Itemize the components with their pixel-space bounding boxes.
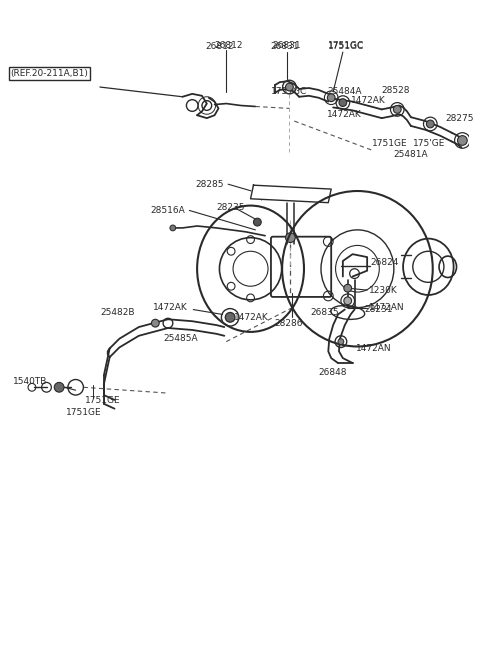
Text: 1751GE: 1751GE	[85, 396, 121, 405]
Text: 28516A: 28516A	[150, 206, 185, 215]
Text: 25482B: 25482B	[100, 308, 134, 317]
Text: 1472AK: 1472AK	[350, 96, 385, 105]
Text: 1751GE: 1751GE	[372, 139, 408, 148]
Circle shape	[286, 233, 295, 242]
Text: 26835: 26835	[311, 308, 339, 317]
Text: 1230K: 1230K	[369, 286, 398, 294]
Circle shape	[327, 94, 335, 102]
Text: 1751GC: 1751GC	[271, 87, 307, 97]
Text: 1472AN: 1472AN	[369, 303, 405, 312]
Text: 26824: 26824	[370, 258, 398, 267]
Text: (REF.20-211A,B1): (REF.20-211A,B1)	[11, 69, 88, 78]
Text: 26812: 26812	[205, 42, 233, 51]
Text: 25481A: 25481A	[394, 150, 428, 158]
Circle shape	[338, 339, 344, 344]
Text: 1472AN: 1472AN	[356, 344, 391, 353]
Text: 1751GE: 1751GE	[66, 408, 102, 417]
Text: 28285: 28285	[195, 180, 224, 189]
Circle shape	[170, 225, 176, 231]
Text: 28275: 28275	[445, 114, 473, 123]
Text: 25484A: 25484A	[327, 87, 362, 97]
Text: 26848: 26848	[319, 368, 347, 377]
Circle shape	[225, 313, 235, 322]
Circle shape	[344, 297, 352, 305]
Text: 26812: 26812	[215, 41, 243, 50]
Text: 1540TB: 1540TB	[12, 377, 47, 386]
Text: 25485A: 25485A	[163, 334, 198, 343]
Text: 26831: 26831	[270, 42, 299, 51]
Text: 28528: 28528	[382, 87, 410, 95]
Circle shape	[344, 284, 352, 292]
Circle shape	[426, 120, 434, 128]
Circle shape	[253, 218, 261, 226]
Text: 26831: 26831	[272, 41, 300, 50]
Circle shape	[286, 83, 293, 91]
Text: 28286: 28286	[275, 319, 303, 328]
Text: 1751GC: 1751GC	[328, 41, 364, 50]
Circle shape	[152, 319, 159, 327]
Text: 28235: 28235	[216, 203, 245, 212]
Text: 1751GC: 1751GC	[328, 42, 364, 51]
Circle shape	[457, 135, 467, 145]
Circle shape	[339, 99, 347, 106]
Text: 1472AK: 1472AK	[327, 110, 362, 119]
Text: 175'GE: 175'GE	[413, 139, 445, 148]
Text: 1472AK: 1472AK	[234, 313, 269, 322]
Text: 1472AK: 1472AK	[154, 303, 188, 312]
Circle shape	[54, 382, 64, 392]
Text: 28231: 28231	[364, 305, 393, 314]
Polygon shape	[251, 185, 331, 202]
Circle shape	[394, 106, 401, 113]
